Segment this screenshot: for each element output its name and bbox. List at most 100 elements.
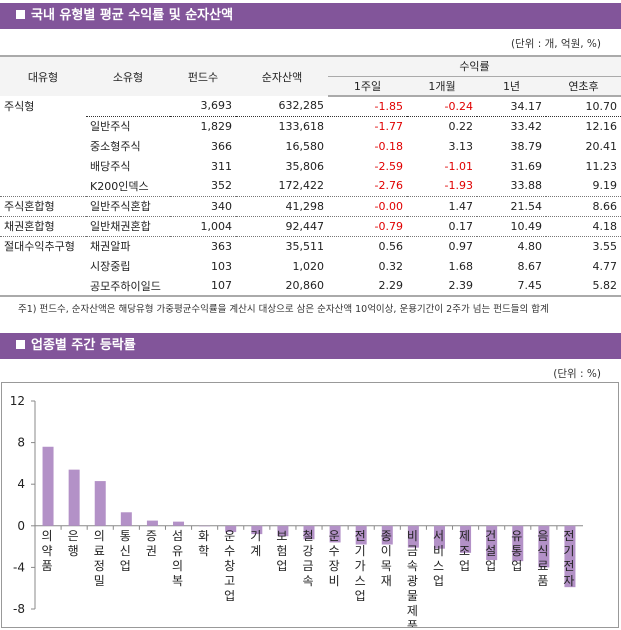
cell-y1: 4.80 xyxy=(517,239,543,253)
header-funds: 펀드수 xyxy=(170,55,236,96)
category-label: 운수장비 xyxy=(328,528,340,588)
cell-major: 절대수익추구형 xyxy=(4,240,75,254)
cell-w1: -0.18 xyxy=(374,139,403,153)
cell-w1: -1.77 xyxy=(374,119,403,133)
header-return: 수익률 xyxy=(328,55,621,76)
cell-minor xyxy=(86,96,170,117)
cell-major xyxy=(0,116,86,136)
bar-음식료품 xyxy=(538,525,550,568)
table-row: 공모주하이일드 107 20,860 2.29 2.39 7.45 5.82 xyxy=(0,276,621,297)
category-label: 전기가스업 xyxy=(354,528,366,603)
cell-ytd: 20.41 xyxy=(585,139,618,153)
cell-nav: 1,020 xyxy=(292,259,325,273)
cell-nav: 16,580 xyxy=(285,139,325,153)
bar-건설업 xyxy=(486,525,498,561)
cell-major xyxy=(0,256,86,276)
cell-y1: 38.79 xyxy=(510,139,543,153)
x-tick-label: 유통업 xyxy=(511,529,522,573)
cell-funds: 366 xyxy=(211,139,232,153)
section-title: 업종별 주간 등락률 xyxy=(31,338,136,353)
cell-funds: 363 xyxy=(211,239,232,253)
table-row: 주식혼합형 일반주식혼합 340 41,298 -0.00 1.47 21.54 8.66 xyxy=(0,196,621,217)
cell-w1: 2.29 xyxy=(328,276,407,297)
y-tick-label: -8 xyxy=(13,602,25,616)
table-row: 중소형주식 366 16,580 -0.18 3.13 38.79 20.41 xyxy=(0,136,621,156)
cell-major: 주식혼합형 xyxy=(0,196,86,217)
cell-w1: -0.00 xyxy=(328,196,407,217)
cell-nav: 20,860 xyxy=(236,276,328,297)
bar-운수장비 xyxy=(329,525,341,543)
x-tick-label: 종이목재 xyxy=(381,529,392,588)
cell-major xyxy=(0,156,86,176)
cell-w1: -2.76 xyxy=(328,176,407,197)
table-row: 일반주식 1,829 133,618 -1.77 0.22 33.42 12.16 xyxy=(0,116,621,136)
category-label: 의료정밀 xyxy=(93,528,105,588)
bar-전기전자 xyxy=(564,525,576,588)
x-tick-label: 섬유의복 xyxy=(172,529,183,588)
cell-major: 주식형 xyxy=(4,100,35,113)
sector-weekly-chart: 12 8 4 0 -4 -8 의약품 은 행 의료정밀 통신업 증 권 섬유의복 화 학 운수창고업 기 계… xyxy=(1,382,619,630)
x-tick-label: 전기가스업 xyxy=(354,528,366,603)
y-tick-label: 8 xyxy=(17,436,25,450)
cell-w1: 0.56 xyxy=(378,239,404,253)
bar-기계 xyxy=(251,525,263,535)
category-label: 비금속광물제품 xyxy=(406,528,418,630)
cell-minor: K200인덱스 xyxy=(86,176,170,197)
bar-유통업 xyxy=(512,525,524,562)
y-tick-label: -4 xyxy=(13,560,25,574)
category-label: 은 행 xyxy=(67,528,83,558)
header-minor: 소유형 xyxy=(86,55,170,96)
cell-major xyxy=(0,136,86,156)
cell-nav: 172,422 xyxy=(236,176,328,197)
header-1m: 1개월 xyxy=(407,75,477,97)
x-tick-label: 운수장비 xyxy=(328,528,340,588)
bar-철강금속 xyxy=(303,525,315,540)
cell-funds: 1,829 xyxy=(200,119,233,133)
x-tick-label: 철강금속 xyxy=(302,529,313,588)
cell-major: 채권혼합형 xyxy=(0,216,86,237)
category-label: 음식료품 xyxy=(537,528,549,588)
header-nav: 순자산액 xyxy=(236,55,328,96)
square-icon xyxy=(16,10,25,19)
category-label: 전기전자 xyxy=(563,528,575,588)
cell-ytd: 11.23 xyxy=(585,159,618,173)
cell-nav: 35,806 xyxy=(285,159,325,173)
section-header-sector-returns: 업종별 주간 등락률 xyxy=(0,333,621,359)
square-icon xyxy=(16,340,25,349)
footnote: 주1) 펀드수, 순자산액은 해당유형 가중평균수익률을 계산시 대상으로 삼은… xyxy=(18,304,549,315)
category-label: 서비스업 xyxy=(432,528,444,588)
cell-major xyxy=(0,176,86,197)
table-row: K200인덱스 352 172,422 -2.76 -1.93 33.88 9.19 xyxy=(0,176,621,197)
fund-returns-table: 대유형 소유형 펀드수 순자산액 수익률 1주일 1개월 1년 연초후 주식형 3… xyxy=(0,55,621,297)
cell-minor: 배당주식 xyxy=(90,160,131,173)
cell-ytd: 5.82 xyxy=(546,276,621,297)
unit-label: (단위 : %) xyxy=(553,368,601,380)
x-tick-label: 통신업 xyxy=(120,529,131,573)
cell-nav: 632,285 xyxy=(236,96,328,117)
bar-은행 xyxy=(68,469,80,526)
cell-funds: 3,693 xyxy=(170,96,236,117)
table-row: 배당주식 311 35,806 -2.59 -1.01 31.69 11.23 xyxy=(0,156,621,176)
cell-minor: 일반채권혼합 xyxy=(86,216,170,237)
x-tick-label: 제조업 xyxy=(459,529,470,573)
cell-major xyxy=(0,276,86,297)
cell-nav: 92,447 xyxy=(236,216,328,237)
table-row: 시장중립 103 1,020 0.32 1.68 8.67 4.77 xyxy=(0,256,621,276)
cell-ytd: 8.66 xyxy=(546,196,621,217)
cell-funds: 352 xyxy=(170,176,236,197)
cell-y1: 33.88 xyxy=(477,176,546,197)
cell-m1: 0.97 xyxy=(448,239,474,253)
cell-y1: 33.42 xyxy=(510,119,543,133)
category-label: 의약품 xyxy=(41,528,53,573)
x-tick-label: 전기전자 xyxy=(563,528,575,588)
cell-y1: 31.69 xyxy=(510,159,543,173)
cell-minor: 일반주식혼합 xyxy=(86,196,170,217)
cell-m1: 1.68 xyxy=(448,259,474,273)
cell-funds: 311 xyxy=(211,159,232,173)
cell-nav: 133,618 xyxy=(278,119,325,133)
cell-ytd: 10.70 xyxy=(546,96,621,117)
y-tick-label: 0 xyxy=(17,519,25,533)
cell-y1: 7.45 xyxy=(477,276,546,297)
cell-minor: 채권알파 xyxy=(90,240,131,254)
bar-chart: 12 8 4 0 -4 -8 의약품 은 행 의료정밀 통신업 증 권 섬유의복 화 학 운수창고업 기 계… xyxy=(10,394,583,630)
